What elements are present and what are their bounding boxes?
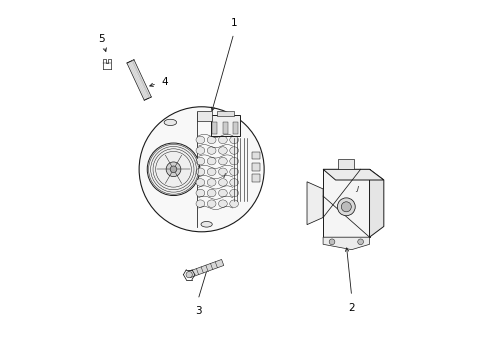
Text: 2: 2 — [347, 303, 354, 313]
Bar — [211, 122, 216, 134]
Circle shape — [328, 239, 334, 245]
Circle shape — [185, 271, 192, 278]
Ellipse shape — [196, 200, 204, 207]
Bar — [197, 111, 212, 121]
Text: 5: 5 — [98, 33, 104, 44]
Bar — [233, 122, 238, 134]
FancyBboxPatch shape — [210, 115, 240, 136]
Ellipse shape — [207, 136, 216, 144]
Ellipse shape — [229, 179, 238, 186]
Ellipse shape — [229, 200, 238, 207]
Ellipse shape — [218, 147, 227, 154]
Ellipse shape — [196, 189, 204, 197]
Bar — [252, 163, 259, 171]
Bar — [252, 174, 259, 182]
Ellipse shape — [207, 157, 216, 165]
Text: 1: 1 — [230, 18, 237, 28]
Polygon shape — [188, 260, 224, 278]
Text: J: J — [355, 186, 357, 192]
Circle shape — [341, 202, 350, 212]
Circle shape — [337, 198, 354, 216]
Circle shape — [139, 107, 264, 232]
Bar — [222, 122, 227, 134]
Circle shape — [166, 162, 181, 177]
Ellipse shape — [196, 168, 204, 176]
Ellipse shape — [229, 147, 238, 154]
Ellipse shape — [207, 200, 216, 207]
Bar — [338, 159, 353, 169]
Polygon shape — [306, 182, 323, 225]
Text: J: J — [222, 173, 224, 178]
Ellipse shape — [218, 200, 227, 207]
Ellipse shape — [218, 189, 227, 197]
Ellipse shape — [207, 147, 216, 154]
Ellipse shape — [218, 136, 227, 144]
Ellipse shape — [196, 157, 204, 165]
Ellipse shape — [218, 179, 227, 186]
Circle shape — [147, 143, 200, 195]
Circle shape — [357, 239, 363, 245]
Ellipse shape — [229, 189, 238, 197]
Polygon shape — [323, 237, 369, 249]
Polygon shape — [369, 169, 383, 237]
Text: 4: 4 — [162, 77, 168, 87]
Ellipse shape — [207, 179, 216, 186]
Text: 3: 3 — [194, 306, 201, 316]
Ellipse shape — [207, 168, 216, 176]
Bar — [217, 111, 233, 116]
Ellipse shape — [207, 189, 216, 197]
Ellipse shape — [164, 119, 176, 126]
Ellipse shape — [196, 136, 204, 144]
Ellipse shape — [196, 179, 204, 186]
Ellipse shape — [218, 168, 227, 176]
Ellipse shape — [229, 136, 238, 144]
Ellipse shape — [229, 168, 238, 176]
Bar — [252, 152, 259, 159]
Ellipse shape — [201, 221, 212, 227]
Ellipse shape — [229, 157, 238, 165]
Polygon shape — [323, 169, 369, 237]
Ellipse shape — [196, 147, 204, 154]
Circle shape — [170, 166, 177, 172]
Ellipse shape — [218, 157, 227, 165]
Polygon shape — [126, 60, 151, 100]
Polygon shape — [323, 169, 383, 180]
